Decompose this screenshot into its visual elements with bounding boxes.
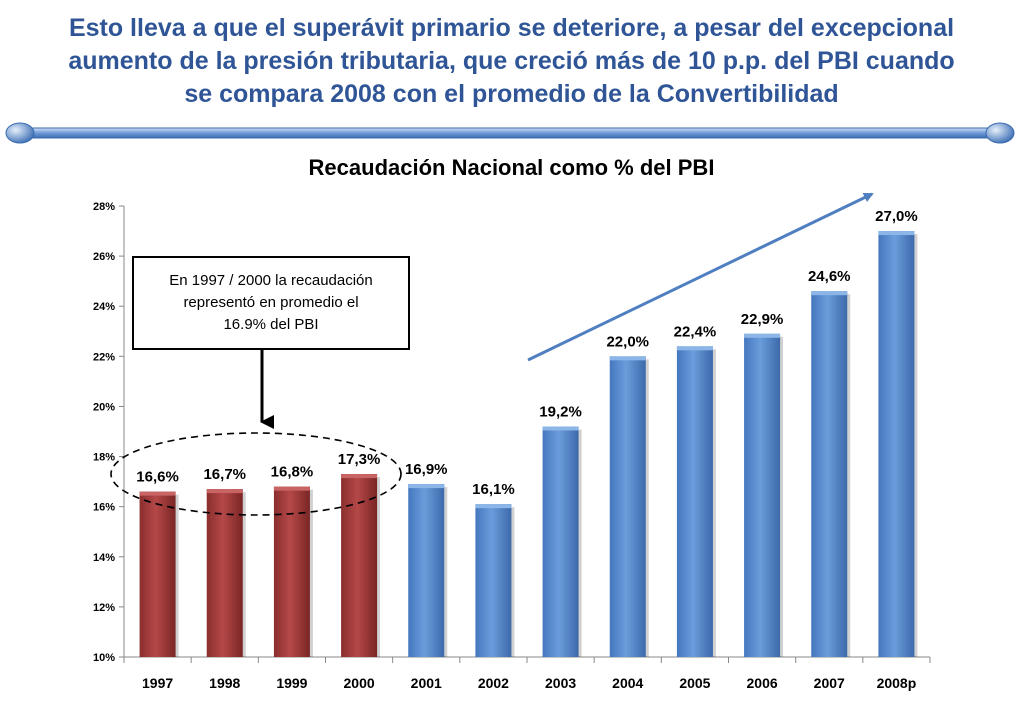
- bar-2007: [811, 291, 848, 657]
- bar-cap: [811, 291, 848, 296]
- data-label: 17,3%: [338, 451, 381, 468]
- data-label: 22,0%: [606, 333, 649, 350]
- y-tick-label: 18%: [93, 452, 115, 464]
- bar-cap: [139, 491, 176, 496]
- bar-2002: [475, 504, 512, 657]
- x-tick-label: 1999: [276, 675, 307, 691]
- x-tick-label: 2000: [344, 675, 375, 691]
- bar-2008p: [878, 231, 915, 658]
- bar-2006: [744, 333, 781, 657]
- bar-cap: [744, 333, 781, 338]
- x-tick-label: 2004: [612, 675, 643, 691]
- callout-line-1: En 1997 / 2000 la recaudación: [169, 272, 373, 289]
- x-tick-label: 2002: [478, 675, 509, 691]
- y-tick-label: 12%: [93, 602, 115, 614]
- slide-title-line-2: aumento de la presión tributaria, que cr…: [68, 47, 955, 75]
- y-tick-label: 24%: [93, 301, 115, 313]
- x-axis: 1997 1998 1999 2000 2001 2002 2003 2004 2005 2006…: [123, 656, 931, 691]
- bar-cap: [273, 486, 310, 491]
- bar-cap: [475, 504, 512, 509]
- bar-2001: [408, 484, 445, 657]
- bar-cap: [408, 484, 445, 489]
- slide-title: Esto lleva a que el superávit primario s…: [0, 12, 1023, 111]
- data-label: 19,2%: [539, 403, 582, 420]
- highlight-ellipse: [110, 432, 402, 516]
- data-label: 22,4%: [674, 323, 717, 340]
- data-labels: 16,6% 16,7% 16,8% 17,3% 16,9% 16,1% 19,2% 22,0%…: [136, 208, 917, 498]
- bar-2000: [341, 474, 378, 657]
- callout-line-2: representó en promedio el: [183, 294, 359, 311]
- y-tick-label: 28%: [93, 201, 115, 213]
- y-axis: 10% 12% 14% 16% 18% 20% 22% 24% 26% 28%: [93, 201, 125, 664]
- data-label: 16,6%: [136, 469, 179, 486]
- bar-cap: [676, 346, 713, 351]
- slide-title-line-3: se compara 2008 con el promedio de la Co…: [184, 80, 839, 108]
- bar-1998: [206, 489, 243, 657]
- data-label: 16,9%: [405, 461, 448, 478]
- bar-1997: [139, 491, 176, 657]
- x-tick-label: 2001: [411, 675, 442, 691]
- bar-cap: [341, 474, 378, 479]
- data-label: 16,7%: [203, 466, 246, 483]
- data-label: 16,8%: [271, 464, 314, 481]
- bar-cap: [609, 356, 646, 361]
- slide-title-line-1: Esto lleva a que el superávit primario s…: [68, 14, 955, 42]
- trend-arrow: [527, 192, 874, 362]
- title-divider: [5, 122, 1015, 144]
- x-tick-label: 1997: [142, 675, 173, 691]
- bar-cap: [206, 489, 243, 494]
- bar-2003: [542, 426, 579, 657]
- x-tick-label: 2008p: [877, 675, 917, 691]
- callout-box: En 1997 / 2000 la recaudación representó…: [132, 256, 410, 350]
- data-label: 16,1%: [472, 481, 515, 498]
- y-tick-label: 16%: [93, 502, 115, 514]
- y-tick-label: 22%: [93, 351, 115, 363]
- x-tick-label: 2007: [814, 675, 845, 691]
- y-tick-label: 20%: [93, 401, 115, 413]
- chart-title: Recaudación Nacional como % del PBI: [308, 155, 715, 180]
- bar-2004: [609, 356, 646, 657]
- y-tick-label: 14%: [93, 552, 115, 564]
- y-tick-label: 10%: [93, 652, 115, 664]
- data-label: 24,6%: [808, 268, 851, 285]
- x-tick-label: 2003: [545, 675, 576, 691]
- data-label: 22,9%: [741, 311, 784, 328]
- x-tick-label: 2005: [679, 675, 710, 691]
- data-label: 27,0%: [875, 208, 918, 225]
- y-tick-label: 26%: [93, 251, 115, 263]
- x-tick-label: 2006: [747, 675, 778, 691]
- callout-line-3: 16.9% del PBI: [223, 316, 319, 333]
- bars: [139, 231, 918, 658]
- bar-cap: [542, 426, 579, 431]
- x-tick-label: 1998: [209, 675, 240, 691]
- bar-2005: [676, 346, 713, 657]
- bar-cap: [878, 231, 915, 236]
